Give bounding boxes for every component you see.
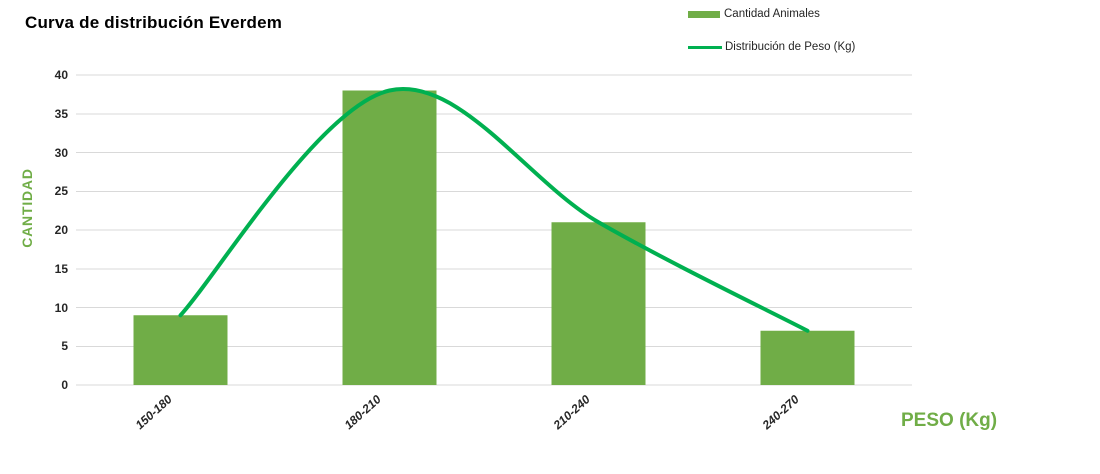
distribution-curve[interactable]: [178, 87, 810, 333]
y-tick-label: 10: [54, 300, 68, 315]
y-tick-label: 20: [54, 223, 68, 237]
chart-title: Curva de distribución Everdem: [25, 13, 283, 32]
y-tick-label: 40: [54, 68, 68, 82]
bar-150-180[interactable]: [133, 315, 228, 385]
legend-label-line: Distribución de Peso (Kg): [725, 41, 856, 53]
y-tick-label: 0: [61, 378, 68, 392]
bar-180-210[interactable]: [342, 90, 437, 386]
bar-240-270[interactable]: [760, 330, 855, 385]
y-tick-label: 35: [54, 106, 68, 121]
x-axis-title: PESO (Kg): [901, 410, 998, 431]
y-tick-label: 15: [54, 261, 68, 276]
legend-item-cantidad-animales[interactable]: Cantidad Animales: [688, 8, 855, 20]
legend-line-swatch-icon: [688, 45, 722, 49]
legend-bar-swatch-icon: [688, 10, 720, 18]
legend-item-distribucion-peso[interactable]: Distribución de Peso (Kg): [688, 41, 855, 53]
y-tick-label: 30: [54, 145, 68, 160]
legend: Cantidad Animales Distribución de Peso (…: [688, 8, 855, 53]
y-tick-label: 5: [61, 339, 68, 354]
bar-210-240[interactable]: [551, 222, 646, 385]
legend-label-bar: Cantidad Animales: [724, 8, 820, 20]
y-tick-label: 25: [54, 184, 68, 199]
